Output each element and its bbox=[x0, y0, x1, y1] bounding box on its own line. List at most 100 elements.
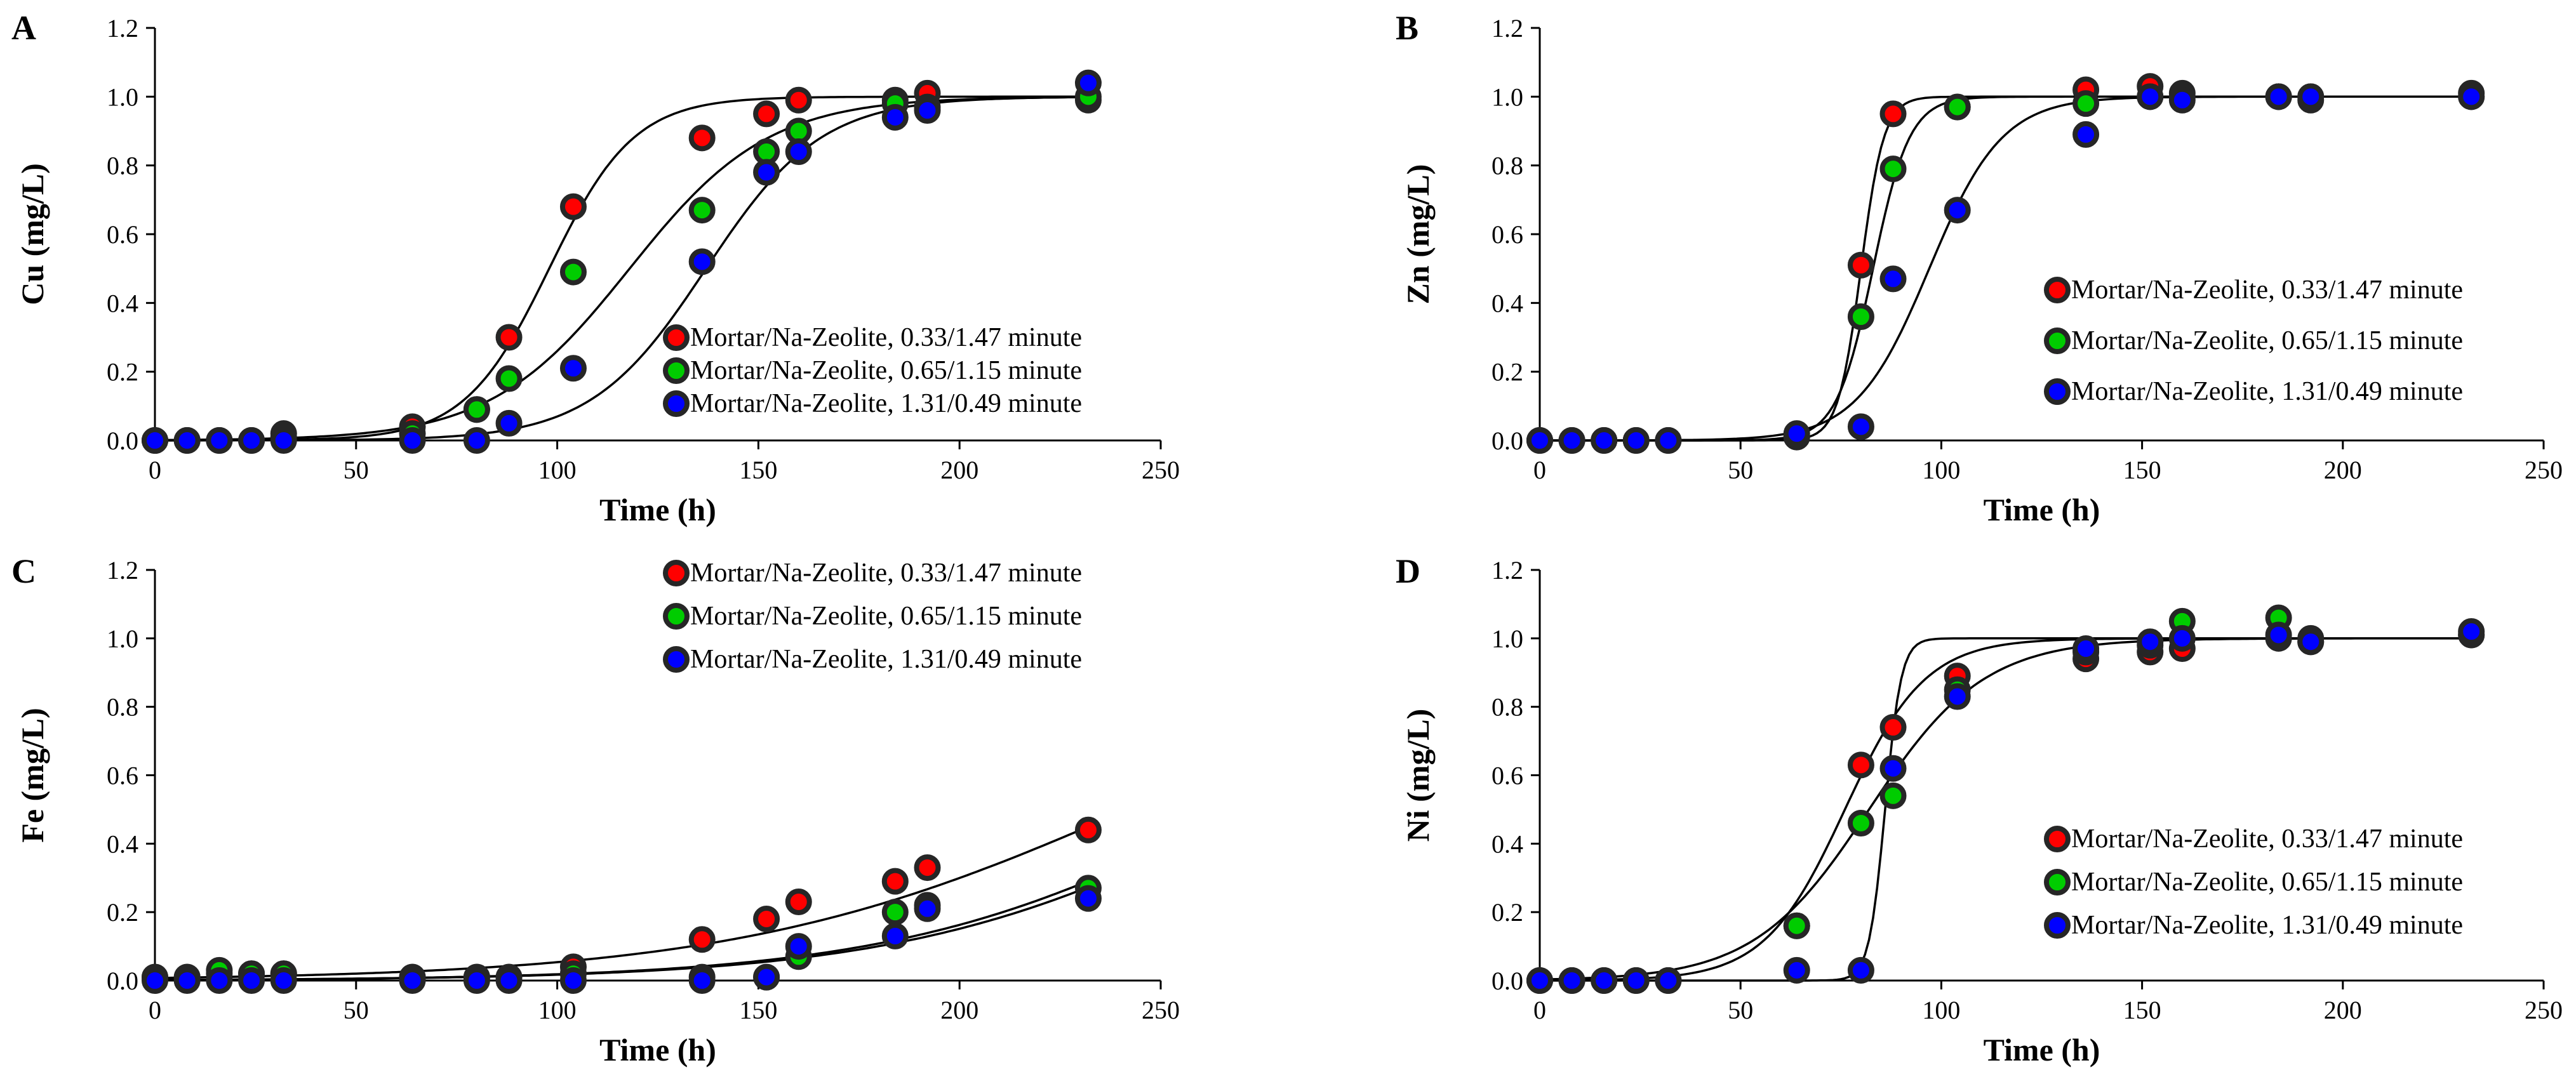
x-tick-label: 50 bbox=[1728, 996, 1753, 1024]
data-point bbox=[2137, 628, 2164, 656]
data-point bbox=[881, 899, 909, 926]
legend-label: Mortar/Na-Zeolite, 0.33/1.47 minute bbox=[690, 559, 1082, 588]
data-point bbox=[2265, 621, 2292, 649]
legend: Mortar/Na-Zeolite, 0.33/1.47 minute Morta… bbox=[663, 559, 1082, 674]
y-axis-label: Zn (mg/L) bbox=[1400, 164, 1436, 305]
y-tick-label: 0.4 bbox=[1492, 289, 1523, 317]
data-point bbox=[173, 427, 201, 454]
data-point bbox=[238, 427, 265, 454]
y-tick-label: 1.0 bbox=[1492, 625, 1523, 653]
y-tick-label: 0.4 bbox=[107, 830, 138, 858]
panel-label: D bbox=[1396, 552, 1420, 590]
data-point bbox=[881, 868, 909, 895]
x-tick-label: 50 bbox=[344, 996, 369, 1024]
legend-marker bbox=[2044, 826, 2071, 852]
data-point bbox=[2297, 628, 2325, 656]
data-point bbox=[1558, 427, 1585, 454]
x-tick-label: 200 bbox=[2324, 456, 2362, 484]
y-tick-label: 0.2 bbox=[1492, 358, 1523, 387]
panel-label: B bbox=[1396, 9, 1418, 47]
data-point bbox=[2297, 83, 2325, 110]
x-axis-label: Time (h) bbox=[1984, 1032, 2100, 1067]
panel-label: C bbox=[11, 552, 36, 590]
data-point bbox=[1783, 912, 1810, 939]
data-point bbox=[2137, 83, 2164, 110]
data-point bbox=[495, 324, 523, 351]
legend-label: Mortar/Na-Zeolite, 0.33/1.47 minute bbox=[2071, 275, 2463, 305]
data-point bbox=[173, 967, 201, 994]
legend-marker bbox=[2044, 327, 2071, 354]
legend-marker bbox=[663, 646, 690, 673]
data-point bbox=[1879, 100, 1907, 128]
y-tick-label: 0.0 bbox=[1492, 967, 1523, 995]
y-tick-label: 0.6 bbox=[107, 220, 138, 249]
data-point bbox=[688, 967, 716, 994]
legend-label: Mortar/Na-Zeolite, 0.33/1.47 minute bbox=[2071, 824, 2463, 854]
x-tick-label: 150 bbox=[739, 996, 777, 1024]
x-tick-label: 250 bbox=[1142, 456, 1180, 484]
chart-panel-a: 0.0 0.2 0.4 0.6 0.8 1.0 1.2 0 50 100 150 200 250 Time… bbox=[11, 9, 1180, 527]
data-point bbox=[1783, 956, 1810, 984]
y-tick-label: 1.2 bbox=[107, 14, 138, 43]
y-tick-label: 0.4 bbox=[107, 289, 138, 317]
data-point bbox=[463, 396, 490, 423]
data-point bbox=[559, 967, 587, 994]
legend-marker bbox=[663, 390, 690, 417]
legend-label: Mortar/Na-Zeolite, 0.65/1.15 minute bbox=[2071, 868, 2463, 897]
x-tick-label: 250 bbox=[2525, 456, 2563, 484]
chart-panel-c: 0.0 0.2 0.4 0.6 0.8 1.0 1.2 0 50 100 150 200 250 Time… bbox=[11, 552, 1180, 1067]
x-tick-label: 150 bbox=[739, 456, 777, 484]
data-point bbox=[1879, 782, 1907, 809]
y-tick-label: 0.0 bbox=[1492, 426, 1523, 455]
data-series-3 bbox=[1526, 83, 2485, 454]
legend-label: Mortar/Na-Zeolite, 1.31/0.49 minute bbox=[2071, 911, 2463, 940]
data-point bbox=[753, 905, 780, 932]
data-point bbox=[1622, 967, 1650, 994]
x-tick-label: 100 bbox=[538, 456, 577, 484]
data-point bbox=[1526, 427, 1553, 454]
legend-marker bbox=[663, 357, 690, 384]
data-point bbox=[142, 967, 168, 994]
x-tick-label: 100 bbox=[538, 996, 577, 1024]
data-point bbox=[1591, 967, 1618, 994]
x-tick-label: 200 bbox=[940, 996, 978, 1024]
legend: Mortar/Na-Zeolite, 0.33/1.47 minute Morta… bbox=[663, 323, 1082, 418]
legend: Mortar/Na-Zeolite, 0.33/1.47 minute Morta… bbox=[2044, 275, 2463, 406]
legend-marker bbox=[2044, 378, 2071, 405]
data-point bbox=[688, 248, 716, 275]
data-point bbox=[2168, 86, 2196, 114]
data-point bbox=[2168, 625, 2196, 652]
data-point bbox=[2072, 121, 2100, 148]
data-point bbox=[1944, 683, 1971, 710]
y-tick-label: 1.0 bbox=[107, 83, 138, 111]
x-tick-label: 50 bbox=[344, 456, 369, 484]
data-point bbox=[753, 100, 780, 128]
data-point bbox=[559, 355, 587, 382]
data-point bbox=[1847, 809, 1874, 836]
x-tick-label: 0 bbox=[149, 456, 161, 484]
legend-label: Mortar/Na-Zeolite, 0.33/1.47 minute bbox=[690, 323, 1082, 352]
data-series-3 bbox=[1526, 618, 2485, 994]
data-point bbox=[1074, 69, 1102, 96]
legend-label: Mortar/Na-Zeolite, 0.65/1.15 minute bbox=[690, 602, 1082, 631]
legend-marker bbox=[2044, 277, 2071, 303]
y-tick-label: 0.4 bbox=[1492, 830, 1523, 858]
data-point bbox=[270, 427, 297, 454]
data-point bbox=[399, 427, 426, 454]
y-tick-label: 0.2 bbox=[107, 358, 138, 387]
y-tick-label: 1.2 bbox=[107, 556, 138, 585]
y-tick-label: 0.8 bbox=[1492, 693, 1523, 722]
data-point bbox=[1944, 197, 1971, 224]
data-point bbox=[559, 193, 587, 220]
data-point bbox=[914, 895, 941, 922]
data-point bbox=[1783, 420, 1810, 447]
data-point bbox=[495, 967, 523, 994]
legend-label: Mortar/Na-Zeolite, 0.65/1.15 minute bbox=[690, 356, 1082, 385]
data-point bbox=[1847, 751, 1874, 779]
data-point bbox=[785, 888, 812, 915]
x-tick-label: 0 bbox=[1533, 456, 1546, 484]
legend-label: Mortar/Na-Zeolite, 1.31/0.49 minute bbox=[2071, 377, 2463, 406]
data-point bbox=[1879, 755, 1907, 782]
x-axis-label: Time (h) bbox=[599, 1032, 716, 1067]
